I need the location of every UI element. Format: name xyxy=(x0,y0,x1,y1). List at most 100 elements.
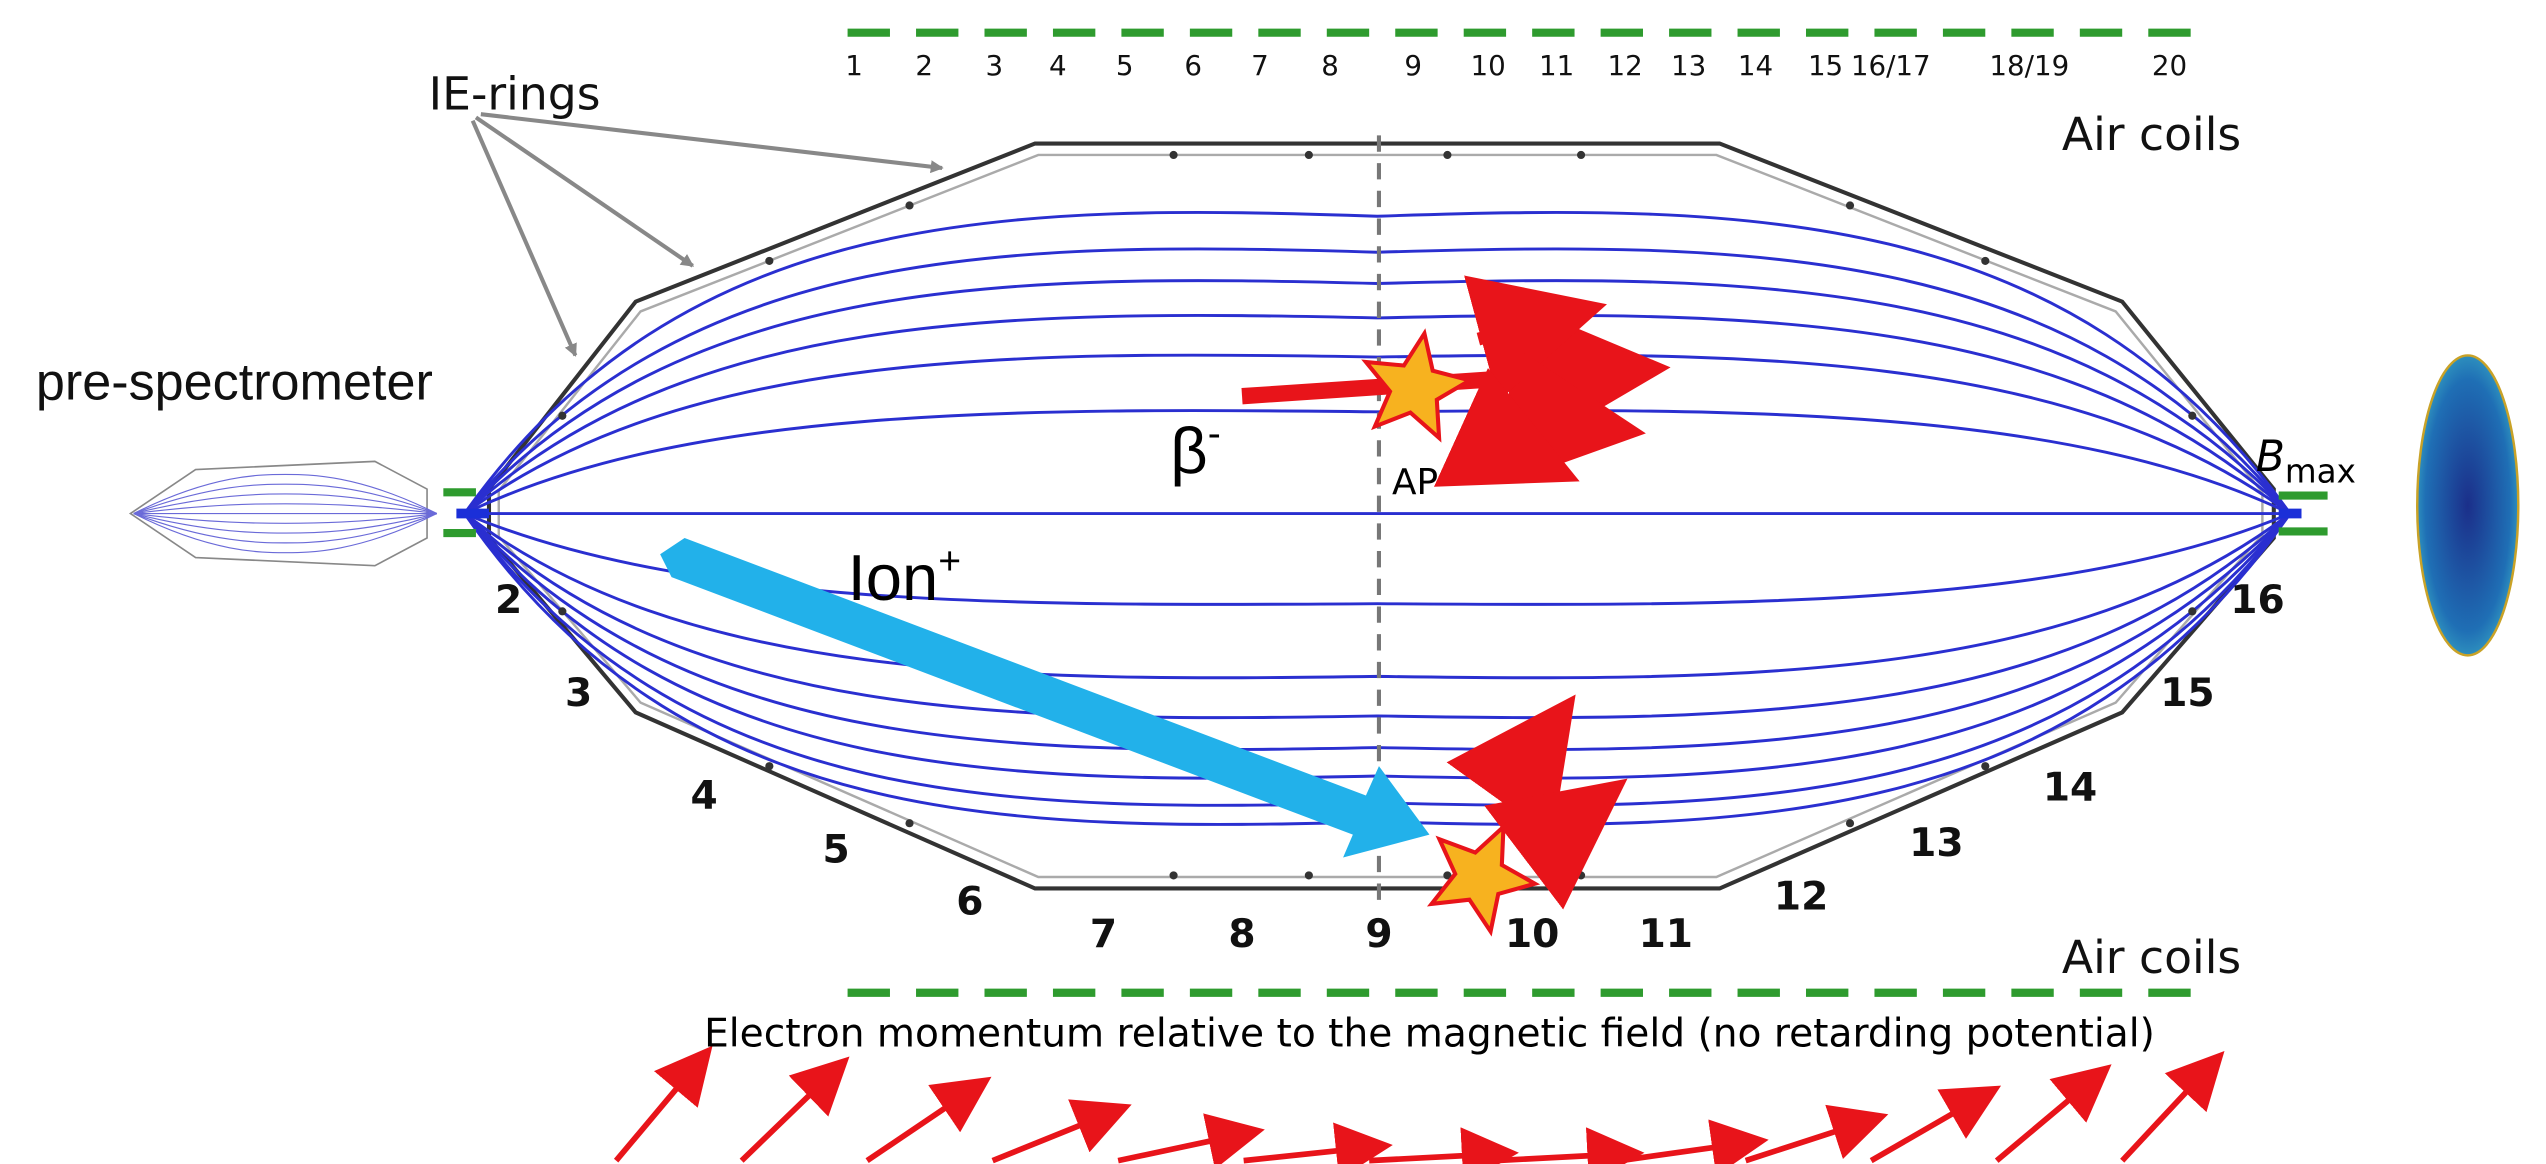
ring-dot xyxy=(905,201,914,210)
coil-number: 9 xyxy=(1404,49,1422,82)
ring-dot xyxy=(2188,607,2197,616)
momentum-arrow xyxy=(1498,353,1646,483)
ring-dot xyxy=(1169,150,1178,160)
field-line xyxy=(463,512,2292,751)
ring-number: 14 xyxy=(2043,765,2097,810)
momentum-arrow xyxy=(865,1076,992,1164)
coil-number: 5 xyxy=(1116,49,1134,82)
bmax-base: B xyxy=(2256,432,2285,481)
ring-dot xyxy=(1443,150,1452,160)
momentum-arrow xyxy=(1117,1113,1265,1164)
ring-dot xyxy=(2188,411,2197,420)
ring-dot xyxy=(1304,871,1313,880)
ring-dot xyxy=(765,762,774,771)
ring-number: 7 xyxy=(1090,912,1117,957)
ring-number: 9 xyxy=(1365,912,1392,957)
coil-number: 20 xyxy=(2152,49,2187,82)
coil-number: 3 xyxy=(985,49,1003,82)
ion-label: Ion+ xyxy=(848,540,961,614)
air-coils-label: Air coils xyxy=(2062,931,2241,984)
momentum-arrow xyxy=(1744,1104,1889,1164)
coil-numbers: 1 2 3 4 5 6 7 8 9 10 11 12 13 14 15 16/17 18/19 20 xyxy=(845,49,2187,82)
momentum-arrow xyxy=(1243,1122,1393,1164)
coil-number: 8 xyxy=(1321,49,1339,82)
pre-field-line xyxy=(133,512,437,534)
detector xyxy=(2416,354,2520,657)
momentum-arrow xyxy=(1369,1127,1519,1164)
ion-arrow xyxy=(660,537,1430,858)
decay-star xyxy=(1361,328,1476,443)
pre-field xyxy=(133,473,438,554)
ion-base: Ion xyxy=(848,541,939,614)
coil-number: 6 xyxy=(1184,49,1202,82)
ring-dot xyxy=(765,256,774,265)
momentum-arrow xyxy=(1619,1119,1769,1164)
coil-number: 13 xyxy=(1671,49,1706,82)
air-coils-label: Air coils xyxy=(2062,108,2241,161)
beta-label: β- xyxy=(1170,413,1221,487)
momentum-arrow xyxy=(1494,1127,1645,1164)
ring-number: 8 xyxy=(1228,912,1255,957)
ring-dot xyxy=(1845,819,1855,828)
pre-field-line xyxy=(133,513,438,544)
coil-number: 14 xyxy=(1738,49,1773,82)
ring-number: 10 xyxy=(1505,912,1559,957)
ring-dot xyxy=(1576,871,1586,880)
pre-field-line xyxy=(133,483,438,515)
pre-field-line xyxy=(133,493,437,515)
momentum-arrow xyxy=(613,1045,713,1163)
momentum-arrow xyxy=(1433,368,1580,487)
ring-dot xyxy=(558,607,567,616)
ring-number: 2 xyxy=(495,578,522,623)
caption: Electron momentum relative to the magnet… xyxy=(704,1012,2155,1057)
momentum-arrow xyxy=(2120,1050,2225,1163)
ring-number: 13 xyxy=(1909,821,1963,866)
ring-dot xyxy=(1576,150,1586,160)
bmax-label: Bmax xyxy=(2256,432,2356,490)
bmax-sub: max xyxy=(2285,453,2356,491)
ring-number: 11 xyxy=(1639,912,1693,957)
pre-spectrometer-label: pre-spectrometer xyxy=(36,353,433,411)
ring-number: 12 xyxy=(1774,875,1828,920)
ie-rings-label: IE-rings xyxy=(429,67,601,120)
momentum-arrow xyxy=(1869,1085,2002,1164)
coil-number: 4 xyxy=(1049,49,1067,82)
momentum-arrow xyxy=(1484,778,1628,910)
pointer-arrow xyxy=(470,119,578,357)
pointer-arrow xyxy=(474,115,695,268)
ring-number: 16 xyxy=(2230,578,2284,623)
coil-number: 1 xyxy=(845,49,863,82)
field-line xyxy=(463,211,2292,515)
momentum-arrow xyxy=(991,1099,1132,1164)
ring-dot xyxy=(558,411,567,420)
coil-number: 10 xyxy=(1471,49,1506,82)
ring-number: 6 xyxy=(956,880,983,925)
momentum-arrow xyxy=(1446,694,1576,839)
coil-number: 11 xyxy=(1539,49,1574,82)
ring-dot xyxy=(1169,871,1178,880)
ring-dot xyxy=(905,819,914,828)
coil-number: 7 xyxy=(1251,49,1269,82)
ring-number: 15 xyxy=(2160,671,2214,716)
ring-number: 4 xyxy=(691,774,718,819)
coil-number: 2 xyxy=(915,49,933,82)
ring-dot xyxy=(1443,871,1452,880)
beta-sup: - xyxy=(1208,413,1221,456)
momentum-arrow xyxy=(739,1056,850,1163)
ring-number: 3 xyxy=(565,671,592,716)
pointer-arrow xyxy=(480,112,944,174)
coil-number: 15 xyxy=(1808,49,1843,82)
coil-number: 16/17 xyxy=(1851,49,1931,82)
pre-field-line xyxy=(133,512,437,524)
pre-field-line xyxy=(133,513,438,554)
coil-number: 12 xyxy=(1607,49,1642,82)
ring-dot xyxy=(1981,762,1990,771)
ion-sup: + xyxy=(938,540,961,583)
momentum-arrow xyxy=(1464,275,1607,402)
ring-numbers: 2 3 4 5 6 7 8 9 10 11 12 13 14 15 16 xyxy=(495,578,2285,957)
ring-dot xyxy=(1304,150,1313,160)
decay-stars xyxy=(1361,328,1541,937)
ring-number: 5 xyxy=(823,827,850,872)
pre-field-line xyxy=(133,473,438,515)
